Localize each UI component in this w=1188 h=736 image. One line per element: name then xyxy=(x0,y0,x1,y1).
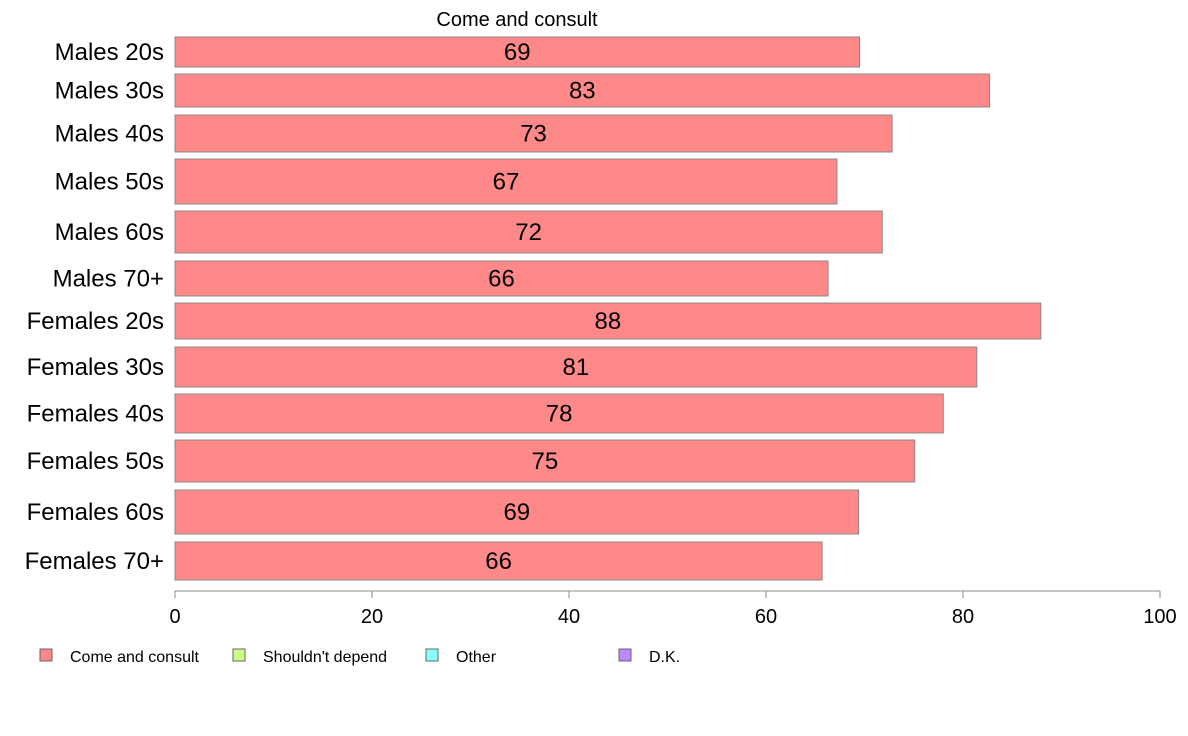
category-label: Females 60s xyxy=(27,499,164,526)
bar xyxy=(174,541,823,581)
bar-value-label: 69 xyxy=(504,39,531,66)
bar xyxy=(174,114,893,153)
x-tick-label: 20 xyxy=(361,606,383,628)
legend-label: D.K. xyxy=(649,649,680,666)
category-labels: Males 20s Males 30s Males 40s Males 50s Male… xyxy=(25,39,164,575)
legend-label: Shouldn't depend xyxy=(263,649,387,666)
bar xyxy=(174,489,860,535)
bar xyxy=(174,210,883,254)
legend-swatch xyxy=(618,648,632,662)
bar-value-label: 66 xyxy=(488,266,515,293)
bar xyxy=(174,346,978,388)
bar-value-label: 81 xyxy=(563,354,590,381)
category-label: Males 20s xyxy=(55,39,164,66)
panel-title: Come and consult xyxy=(436,9,598,31)
bar-value-label: 66 xyxy=(485,548,512,575)
legend-label: Other xyxy=(456,649,497,666)
x-tick-label: 80 xyxy=(952,606,974,628)
category-label: Females 70+ xyxy=(25,548,164,575)
x-tick-label: 60 xyxy=(755,606,777,628)
x-tick-label: 100 xyxy=(1143,606,1176,628)
bar xyxy=(174,158,838,205)
category-label: Females 50s xyxy=(27,448,164,475)
bar xyxy=(174,393,944,434)
legend-swatch xyxy=(425,648,439,662)
bar xyxy=(174,439,916,483)
category-label: Males 70+ xyxy=(53,266,164,293)
x-tick-label: 40 xyxy=(558,606,580,628)
bar-value-label: 83 xyxy=(569,78,596,105)
bar-value-label: 67 xyxy=(493,169,520,196)
bar xyxy=(174,36,861,68)
category-label: Females 30s xyxy=(27,354,164,381)
bar xyxy=(174,73,991,108)
category-label: Males 60s xyxy=(55,219,164,246)
x-tick-label: 0 xyxy=(169,606,180,628)
bar-value-label: 73 xyxy=(520,121,547,148)
bar-value-label: 69 xyxy=(503,499,530,526)
x-axis: 0 20 40 60 80 100 xyxy=(169,590,1177,628)
bar-value-label: 75 xyxy=(532,448,559,475)
bar-value-label: 78 xyxy=(546,401,573,428)
bar xyxy=(174,260,829,297)
category-label: Males 40s xyxy=(55,121,164,148)
legend-swatch xyxy=(39,648,53,662)
legend-swatch xyxy=(232,648,246,662)
category-label: Females 40s xyxy=(27,401,164,428)
category-label: Males 30s xyxy=(55,78,164,105)
legend-label: Come and consult xyxy=(70,649,200,666)
category-label: Females 20s xyxy=(27,308,164,335)
category-label: Males 50s xyxy=(55,169,164,196)
legend: Come and consult Shouldn't depend Other D.K… xyxy=(39,648,680,666)
bar-value-label: 72 xyxy=(515,219,542,246)
bar xyxy=(174,302,1042,340)
bar-value-label: 88 xyxy=(595,308,622,335)
